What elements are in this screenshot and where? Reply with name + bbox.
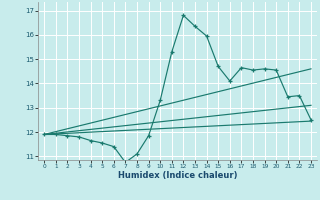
X-axis label: Humidex (Indice chaleur): Humidex (Indice chaleur): [118, 171, 237, 180]
